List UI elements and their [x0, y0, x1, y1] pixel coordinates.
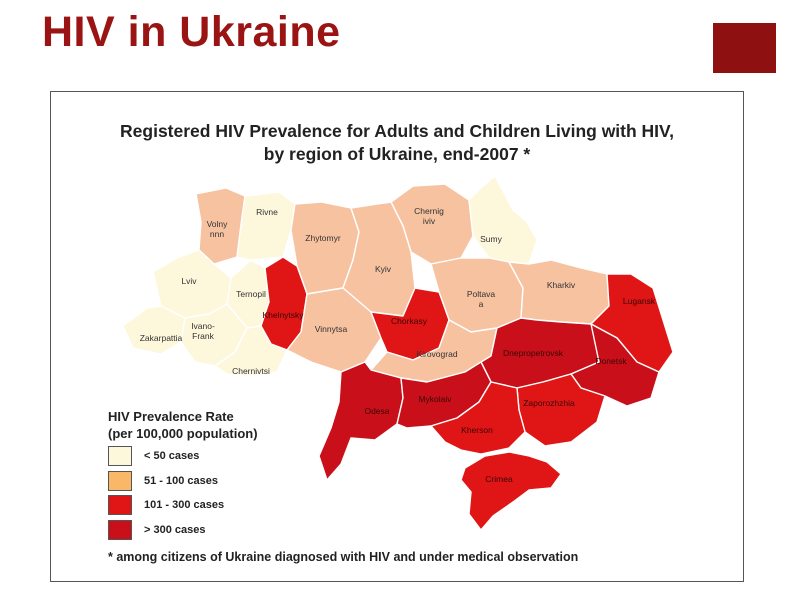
accent-box	[713, 23, 776, 73]
labels-layer: Volny nnn Rivne Zhytomyr Chernig iviv Sumy Lviv…	[140, 206, 656, 484]
map-panel: Registered HIV Prevalence for Adults and…	[50, 91, 744, 582]
legend-label: > 300 cases	[144, 523, 206, 536]
region-label-ternopil: Ternopil	[236, 289, 266, 299]
region-label-rivne: Rivne	[256, 207, 278, 217]
region-kharkiv	[508, 259, 610, 325]
legend-title-line-1: HIV Prevalence Rate	[108, 409, 234, 424]
footnote: * among citizens of Ukraine diagnosed wi…	[108, 550, 579, 564]
legend-swatch	[108, 446, 132, 467]
legend-swatch	[108, 470, 132, 491]
region-label-donetsk: Donetsk	[595, 356, 627, 366]
region-label-odesa: Odesa	[364, 406, 389, 416]
map-title: Registered HIV Prevalence for Adults and…	[51, 120, 743, 166]
region-label-zaporizhzhia: Zaporozhzhia	[523, 398, 575, 408]
region-label-mykolaiv: Mykolaiv	[418, 394, 452, 404]
legend-title-line-2: (per 100,000 population)	[108, 426, 258, 441]
legend-item: < 50 cases	[108, 444, 224, 469]
region-label-crimea: Crimea	[485, 474, 513, 484]
legend: < 50 cases 51 - 100 cases 101 - 300 case…	[108, 444, 224, 542]
region-label-cherkasy: Chorkasy	[391, 316, 428, 326]
legend-label: 51 - 100 cases	[144, 474, 219, 487]
legend-item: 101 - 300 cases	[108, 493, 224, 518]
region-label-volyn: Volny nnn	[207, 219, 229, 239]
legend-label: 101 - 300 cases	[144, 499, 225, 512]
legend-label: < 50 cases	[144, 450, 200, 463]
region-label-kyiv: Kyiv	[375, 264, 392, 274]
ukraine-map: Volny nnn Rivne Zhytomyr Chernig iviv Sumy Lviv…	[122, 175, 674, 531]
map-title-line-2: by region of Ukraine, end-2007 *	[263, 144, 531, 164]
regions-layer	[122, 175, 674, 531]
region-label-kharkiv: Kharkiv	[547, 280, 576, 290]
region-sumy	[468, 175, 538, 265]
region-odesa	[318, 361, 404, 481]
legend-title: HIV Prevalence Rate (per 100,000 populat…	[108, 408, 258, 442]
region-label-lugansk: Lugansk	[623, 296, 656, 306]
region-donetsk	[570, 323, 660, 407]
region-chernivtsi	[214, 325, 288, 377]
region-label-chernivtsi: Chernivtsi	[232, 366, 270, 376]
region-label-chernihiv: Chernig iviv	[414, 206, 444, 226]
region-label-kherson: Kherson	[461, 425, 493, 435]
region-label-sumy: Sumy	[480, 234, 502, 244]
legend-swatch	[108, 519, 132, 540]
region-label-ivano-frankivsk: Ivano-Frank	[191, 321, 215, 341]
slide-title: HIV in Ukraine	[42, 8, 341, 56]
region-label-khmelnytsky: Khelnytsky	[262, 310, 304, 320]
legend-item: 51 - 100 cases	[108, 469, 224, 494]
region-crimea	[460, 451, 562, 531]
region-label-dnipropetrovsk: Dnepropetrovsk	[503, 348, 564, 358]
region-zakarpattia	[122, 305, 186, 355]
region-label-lviv: Lviv	[181, 276, 197, 286]
region-label-vinnytsia: Vinnytsa	[315, 324, 348, 334]
region-label-zakarpattia: Zakarpattia	[140, 333, 183, 343]
region-kherson	[430, 381, 526, 455]
region-label-poltava: Poltava a	[467, 289, 496, 309]
region-label-kirovohrad: Kirovograd	[416, 349, 457, 359]
region-rivne	[236, 191, 296, 261]
map-title-line-1: Registered HIV Prevalence for Adults and…	[120, 121, 674, 141]
legend-swatch	[108, 495, 132, 516]
region-label-zhytomyr: Zhytomyr	[305, 233, 341, 243]
legend-item: > 300 cases	[108, 518, 224, 543]
